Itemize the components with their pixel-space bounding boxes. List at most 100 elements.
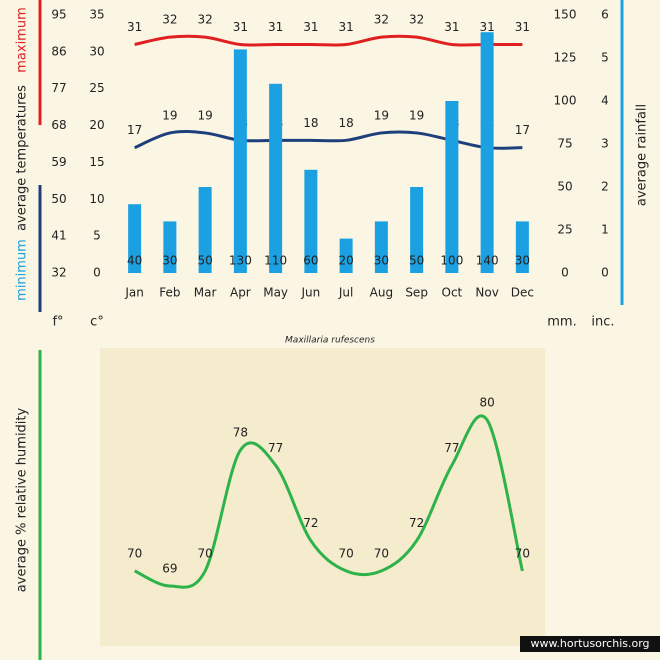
- y2-tick-label: 50: [557, 180, 572, 194]
- humidity-panel: [100, 348, 545, 646]
- bar: [233, 49, 247, 274]
- bar-label: 50: [409, 254, 424, 268]
- min-label: minimum: [15, 239, 30, 301]
- humidity-line: [133, 414, 524, 589]
- bar-label: 50: [197, 254, 212, 268]
- yf-tick-label: 68: [51, 118, 66, 132]
- bar-label: 60: [303, 254, 318, 268]
- line-label: 70: [127, 546, 142, 560]
- x-tick-label: May: [263, 286, 288, 300]
- bar: [445, 101, 459, 273]
- bar: [269, 83, 283, 273]
- inch-unit: inc.: [591, 315, 614, 330]
- x-tick-label: Aug: [370, 286, 393, 300]
- y3-tick-label: 4: [601, 94, 609, 108]
- y-tick-label: 30: [89, 44, 104, 58]
- line-label: 70: [338, 546, 353, 560]
- bar: [339, 238, 353, 273]
- line-label: 72: [303, 516, 318, 530]
- line-label: 77: [268, 441, 283, 455]
- bar: [304, 169, 318, 273]
- x-tick-label: Nov: [475, 286, 498, 300]
- y-label: average temperatures: [15, 85, 30, 231]
- line-label: 70: [197, 546, 212, 560]
- x-tick-label: Mar: [194, 286, 217, 300]
- y2-tick-label: 75: [557, 137, 572, 151]
- y2-tick-label: 0: [561, 266, 569, 280]
- x-tick-label: Sep: [405, 286, 428, 300]
- line-label: 78: [233, 426, 248, 440]
- line-label: 72: [409, 516, 424, 530]
- y-tick-label: 10: [89, 192, 104, 206]
- yf-tick-label: 77: [51, 81, 66, 95]
- line-label: 31: [515, 20, 530, 34]
- line-label: 32: [374, 13, 389, 27]
- line-label: 18: [303, 116, 318, 130]
- line-label: 77: [444, 441, 459, 455]
- y-tick-label: 5: [93, 229, 101, 243]
- line-label: 31: [444, 20, 459, 34]
- x-tick-label: Dec: [511, 286, 534, 300]
- y-tick-label: 20: [89, 118, 104, 132]
- bar: [480, 32, 494, 274]
- yf-tick-label: 95: [51, 8, 66, 22]
- line-label: 18: [338, 116, 353, 130]
- y2-tick-label: 150: [554, 8, 577, 22]
- y2-tick-label: 100: [554, 94, 577, 108]
- x-tick-label: Oct: [442, 286, 463, 300]
- y3-tick-label: 0: [601, 266, 609, 280]
- y-tick-label: 15: [89, 155, 104, 169]
- yf-tick-label: 32: [51, 266, 66, 280]
- y-tick-label: 0: [93, 266, 101, 280]
- x-tick-label: Jun: [301, 286, 321, 300]
- line-label: 19: [197, 108, 212, 122]
- line-label: 32: [409, 13, 424, 27]
- x-tick-label: Apr: [230, 286, 251, 300]
- yf-tick-label: 41: [51, 229, 66, 243]
- bar-label: 30: [162, 254, 177, 268]
- f-unit: f°: [52, 315, 63, 330]
- line-label: 31: [479, 20, 494, 34]
- y3-tick-label: 6: [601, 8, 609, 22]
- watermark: www.hortusorchis.org: [530, 637, 649, 650]
- line-label: 31: [127, 20, 142, 34]
- x-tick-label: Jul: [338, 286, 353, 300]
- line-label: 32: [197, 13, 212, 27]
- line-label: 31: [268, 20, 283, 34]
- humidity-label: average % relative humidity: [15, 407, 30, 592]
- bar-label: 110: [264, 254, 287, 268]
- bar-label: 140: [476, 254, 499, 268]
- line-label: 31: [303, 20, 318, 34]
- line-label: 69: [162, 562, 177, 576]
- bar-label: 130: [229, 254, 252, 268]
- bar: [410, 187, 424, 273]
- y3-tick-label: 5: [601, 51, 609, 65]
- line-label: 17: [127, 123, 142, 137]
- c-unit: c°: [90, 315, 104, 330]
- y2-tick-label: 125: [554, 51, 577, 65]
- bar: [128, 204, 142, 273]
- temp-line: [134, 34, 523, 47]
- y3-tick-label: 2: [601, 180, 609, 194]
- yf-tick-label: 59: [51, 155, 66, 169]
- y-tick-label: 35: [89, 8, 104, 22]
- yf-tick-label: 50: [51, 192, 66, 206]
- bar: [374, 221, 388, 273]
- line-label: 70: [515, 546, 530, 560]
- bar-label: 100: [440, 254, 463, 268]
- line-label: 19: [162, 108, 177, 122]
- y3-tick-label: 3: [601, 137, 609, 151]
- line-label: 31: [338, 20, 353, 34]
- bar-label: 30: [515, 254, 530, 268]
- temp-line: [134, 130, 523, 150]
- y2-tick-label: 25: [557, 223, 572, 237]
- x-tick-label: Feb: [159, 286, 180, 300]
- line-label: 31: [233, 20, 248, 34]
- bar: [163, 221, 177, 273]
- bar-label: 40: [127, 254, 142, 268]
- x-tick-label: Jan: [124, 286, 144, 300]
- line-label: 70: [374, 546, 389, 560]
- chart-title: Maxillaria rufescens: [285, 336, 375, 346]
- y3-tick-label: 1: [601, 223, 609, 237]
